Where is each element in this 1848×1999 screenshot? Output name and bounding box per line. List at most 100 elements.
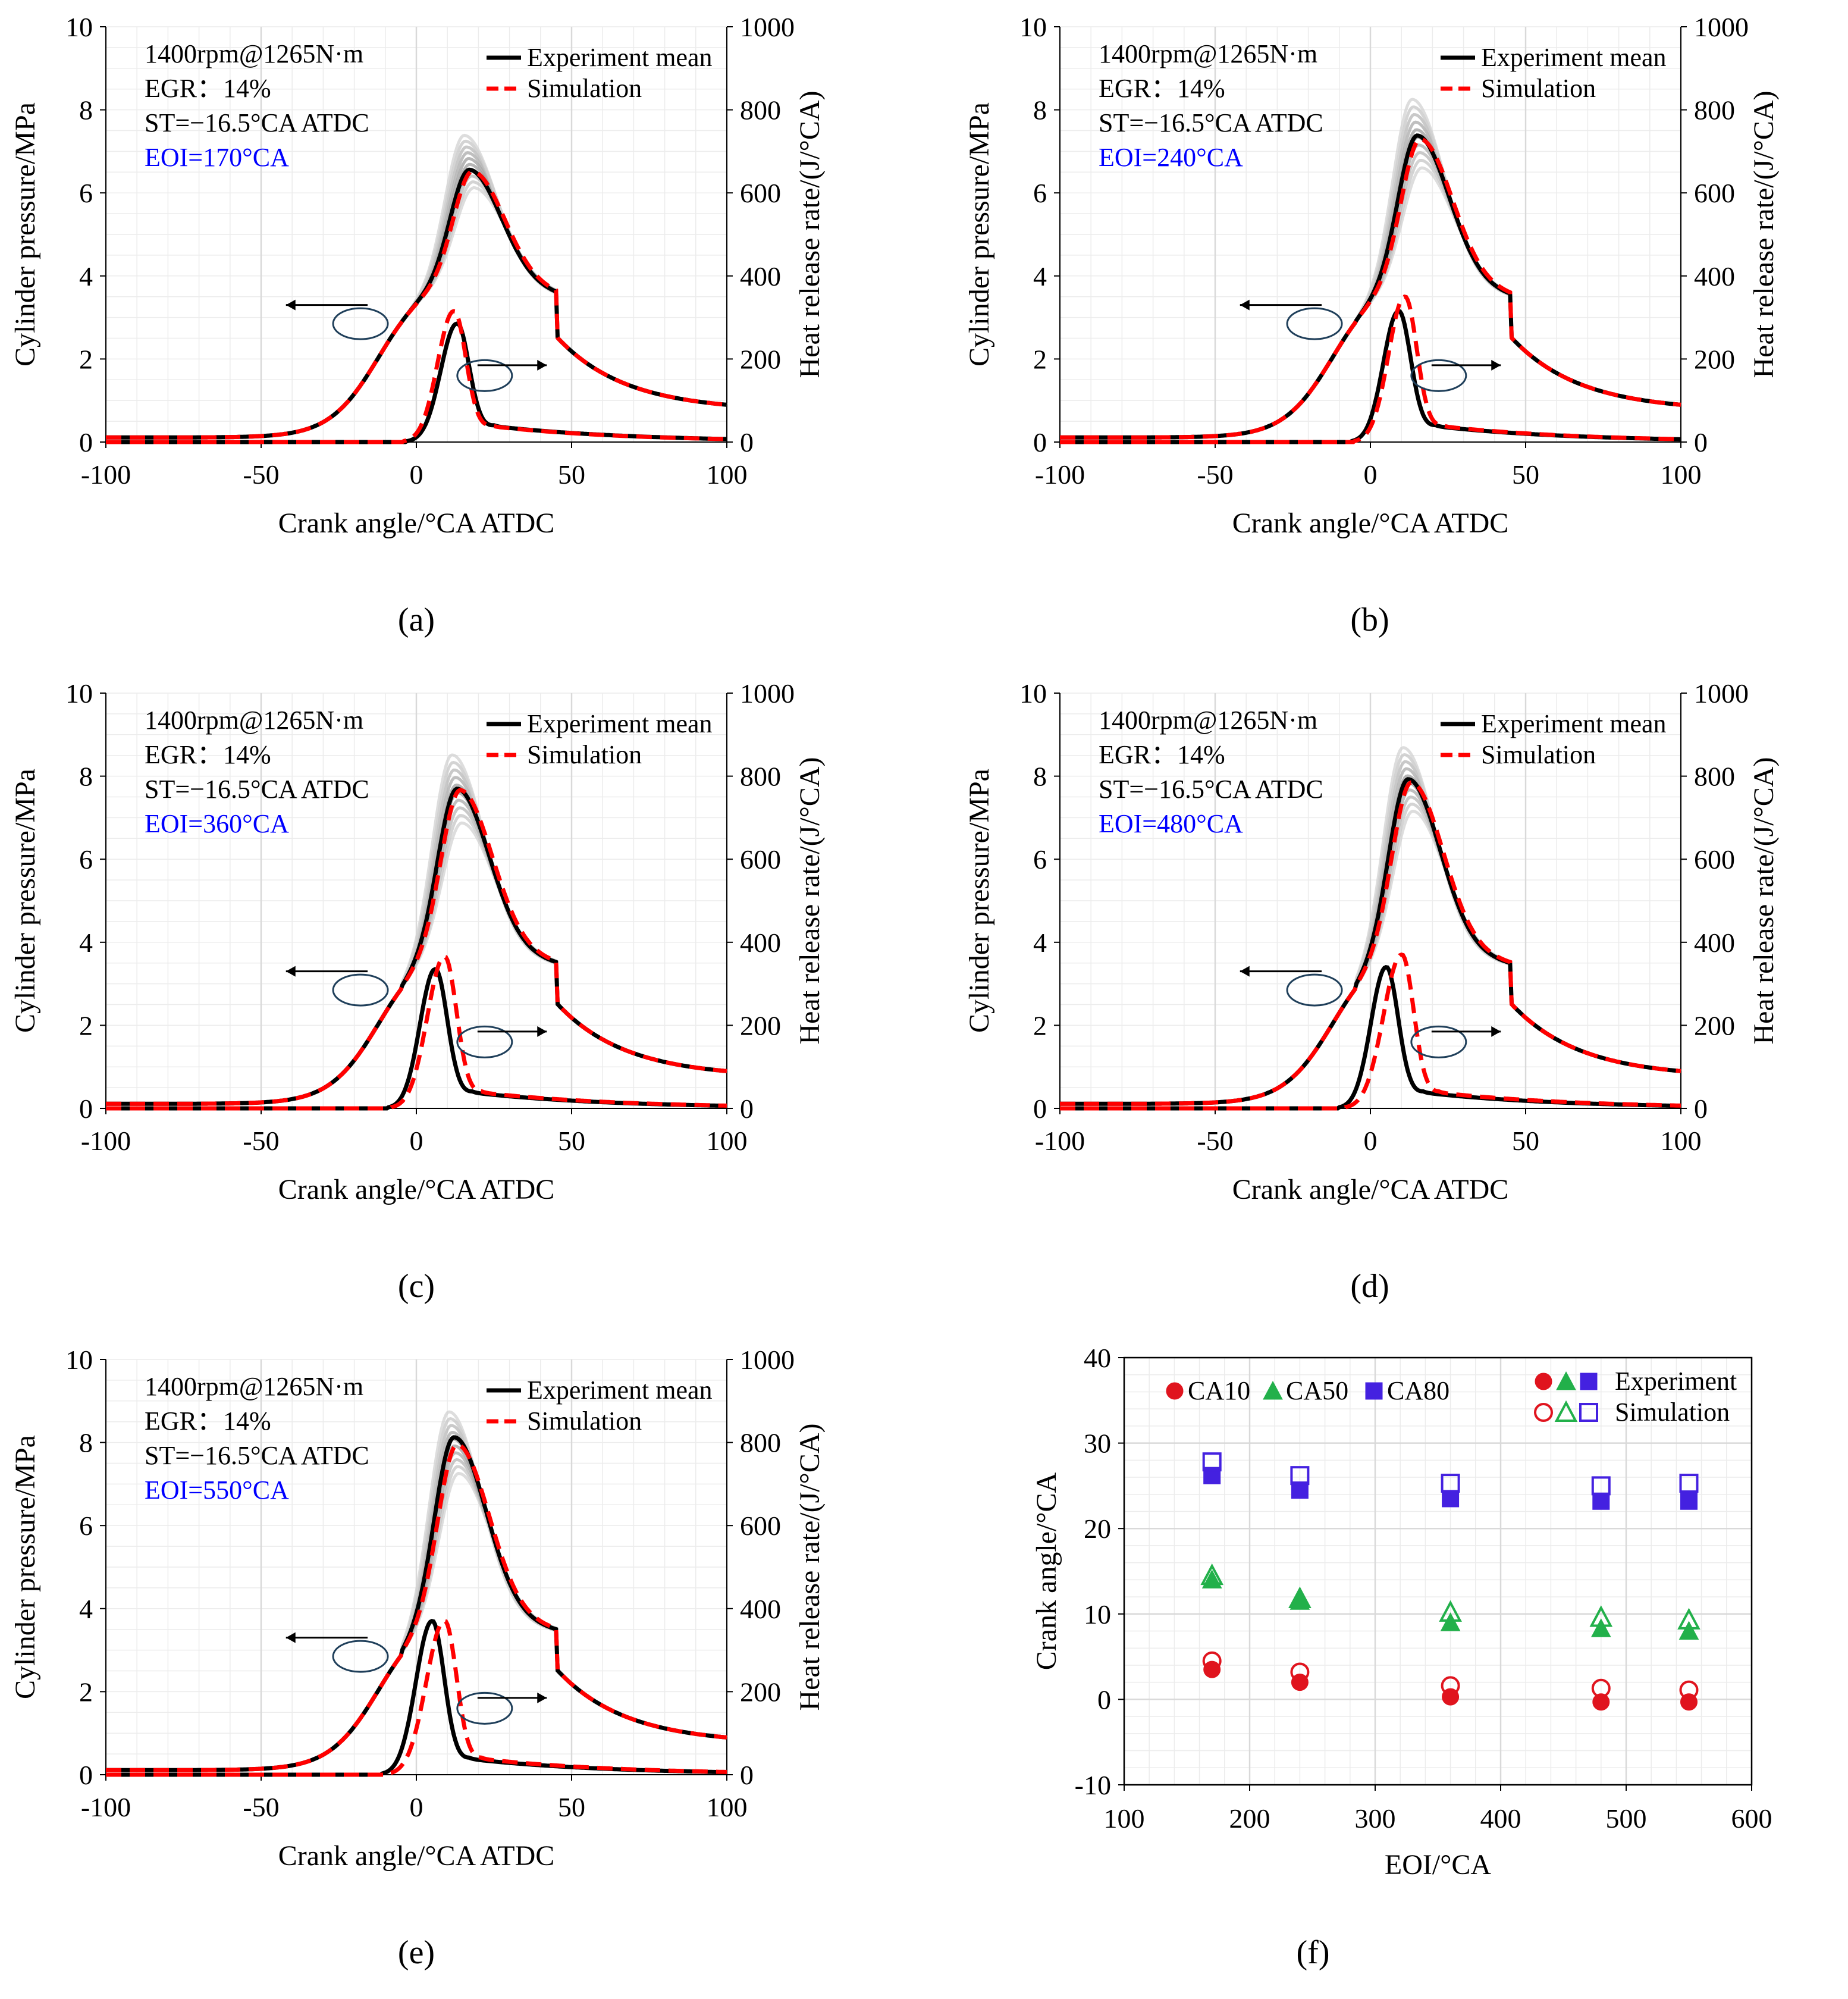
ca10-simulation-point [1441,1676,1460,1696]
condition-annotation: 1400rpm@1265N·m [145,39,363,68]
y-tick-label: 20 [1084,1514,1111,1544]
panel-label: (e) [398,1934,435,1971]
legend-marker-ca10 [1166,1382,1184,1400]
y-tick-label-left: 8 [79,762,93,792]
ca80-experiment-point [1442,1490,1460,1508]
y-axis-label-right: Heat release rate/(J/°CA) [794,757,826,1045]
x-tick-label: -100 [81,1792,131,1822]
condition-annotation: ST=−16.5°CA ATDC [145,775,369,804]
legend-label-simulation: Simulation [1481,74,1596,103]
y-tick-label-right: 600 [740,1511,781,1541]
x-tick-label: 100 [707,1792,748,1822]
y-tick-label-right: 600 [1694,844,1735,875]
y-tick-label-left: 6 [79,844,93,875]
ca50-simulation-point [1589,1605,1613,1627]
x-tick-label: -100 [81,1126,131,1156]
ca10-simulation-point [1290,1662,1310,1682]
simulation-heat-release-line [1060,952,1681,1111]
ca50-simulation-point [1677,1608,1700,1630]
ca80-simulation-point [1591,1476,1611,1496]
panel-label: (a) [398,601,435,638]
simulation-pressure-line [106,788,727,1106]
right-arrow-head [1491,1026,1501,1037]
x-tick-label: 0 [1364,1126,1378,1156]
x-tick-label: -50 [243,459,279,490]
legend-marker-experiment [1580,1373,1598,1390]
panel-f: 100 200 300 400 500 600 -10 0 10 20 30 40 EOI/°CA Cra… [1031,1343,1772,1971]
plot-frame [1123,1356,1753,1786]
y-tick-label-left: 8 [79,1428,93,1458]
ca80-simulation-point [1441,1474,1460,1493]
ca50-simulation-point [1200,1563,1224,1586]
left-arrow-head [285,1632,296,1643]
legend-marker-simulation [1534,1403,1553,1422]
y-tick-label: 30 [1084,1428,1111,1459]
eoi-annotation: EOI=480°CA [1099,809,1243,838]
ca50-experiment-point [1590,1618,1611,1637]
y-axis-label-right: Heat release rate/(J/°CA) [794,1424,826,1711]
heat-axis-marker [1410,359,1467,392]
legend-label-simulation: Simulation [1615,1398,1730,1427]
pressure-axis-marker [1286,973,1343,1007]
y-tick-label-left: 2 [1033,344,1047,374]
y-tick-label-left: 6 [1033,844,1047,875]
panel-label: (f) [1297,1934,1330,1971]
x-axis-label: Crank angle/°CA ATDC [278,507,555,539]
y-tick-label-right: 800 [740,762,781,792]
eoi-annotation: EOI=170°CA [145,143,289,172]
heat-axis-marker [1410,1025,1467,1058]
x-tick-label: 400 [1480,1803,1521,1834]
panel-d: -100 -50 0 50 100024681002004006008001000Cra… [964,678,1780,1305]
y-tick-label-right: 1000 [740,12,795,42]
y-tick-label-left: 0 [79,1094,93,1124]
pressure-axis-marker [1286,307,1343,340]
heat-axis-marker [456,1025,513,1058]
ca10-simulation-point [1679,1680,1699,1700]
x-tick-label: -100 [1035,1126,1085,1156]
x-tick-label: 50 [1512,1126,1539,1156]
right-arrow-head [537,1692,547,1703]
ca50-experiment-point [1289,1591,1310,1610]
legend-label-experiment: Experiment mean [1481,43,1667,72]
ca50-experiment-point [1678,1621,1699,1640]
x-tick-label: 100 [1661,1126,1702,1156]
right-arrow-head [537,1026,547,1037]
x-tick-label: 100 [707,1126,748,1156]
condition-annotation: EGR：14% [1099,74,1225,103]
y-tick-label-left: 10 [65,1345,93,1375]
x-axis-label: EOI/°CA [1385,1849,1492,1881]
y-tick-label-left: 2 [79,344,93,374]
y-tick-label-right: 0 [740,1760,754,1790]
legend-label-experiment: Experiment [1615,1367,1737,1396]
y-tick-label-right: 600 [740,178,781,208]
x-axis-label: Crank angle/°CA ATDC [278,1840,555,1872]
left-arrow-head [285,966,296,977]
ca50-simulation-point [1439,1600,1462,1622]
x-tick-label: -50 [243,1792,279,1822]
x-axis-label: Crank angle/°CA ATDC [1232,507,1509,539]
y-tick-label-right: 600 [740,844,781,875]
x-tick-label: 600 [1731,1803,1772,1834]
y-tick-label-left: 4 [1033,261,1047,292]
condition-annotation: 1400rpm@1265N·m [1099,39,1317,68]
y-tick-label-left: 10 [1019,678,1047,709]
ca10-experiment-point [1592,1693,1610,1711]
y-tick-label-left: 2 [79,1010,93,1041]
y-axis-label-right: Heat release rate/(J/°CA) [1748,91,1780,378]
legend-label-simulation: Simulation [527,1406,642,1436]
panel-a: -100 -50 0 50 100024681002004006008001000Cra… [10,12,826,638]
x-tick-label: 50 [558,459,585,490]
pressure-axis-marker [332,307,389,340]
y-axis-label-left: Cylinder pressure/MPa [10,1435,41,1699]
x-tick-label: 0 [410,1126,423,1156]
y-tick-label-right: 200 [740,1677,781,1707]
y-tick-label-right: 0 [740,1094,754,1124]
y-tick-label: 0 [1097,1684,1111,1715]
y-tick-label: 40 [1084,1343,1111,1373]
simulation-pressure-line [1060,137,1681,440]
y-tick-label-right: 400 [740,928,781,958]
y-tick-label-right: 0 [740,427,754,458]
pressure-axis-marker [332,1640,389,1673]
left-arrow-head [1240,966,1250,977]
y-tick-label-right: 1000 [740,1345,795,1375]
